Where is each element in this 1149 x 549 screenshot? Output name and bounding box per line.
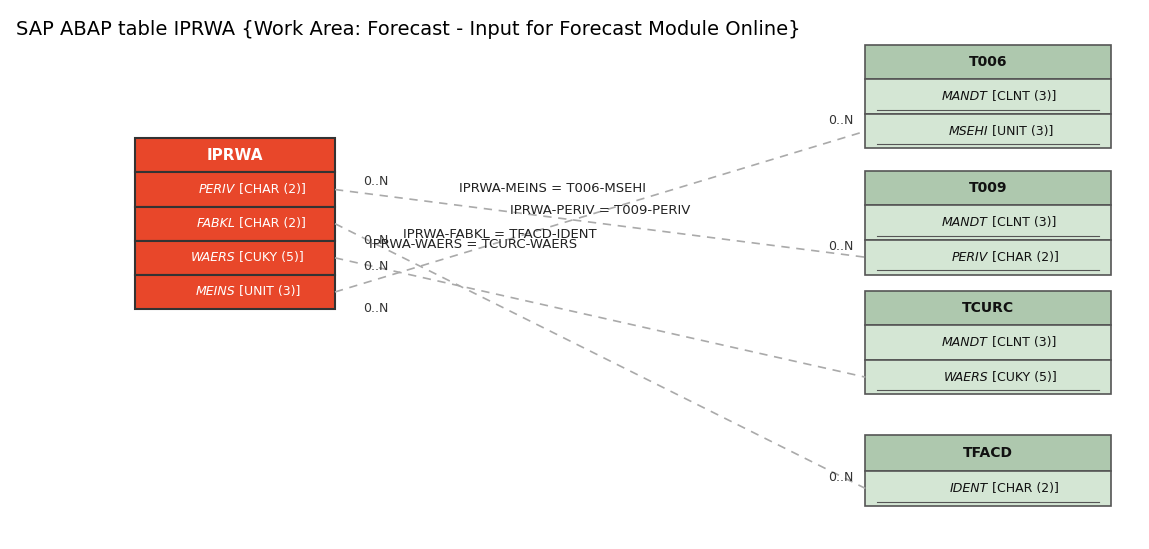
FancyBboxPatch shape [865, 435, 1111, 470]
FancyBboxPatch shape [865, 240, 1111, 274]
FancyBboxPatch shape [136, 138, 336, 172]
Text: 0..N: 0..N [363, 260, 388, 273]
Text: [UNIT (3)]: [UNIT (3)] [236, 285, 301, 299]
Text: SAP ABAP table IPRWA {Work Area: Forecast - Input for Forecast Module Online}: SAP ABAP table IPRWA {Work Area: Forecas… [16, 20, 800, 40]
Text: [UNIT (3)]: [UNIT (3)] [988, 125, 1054, 138]
Text: [CUKY (5)]: [CUKY (5)] [236, 251, 303, 264]
Text: [CUKY (5)]: [CUKY (5)] [988, 371, 1057, 384]
FancyBboxPatch shape [865, 171, 1111, 205]
Text: MSEHI: MSEHI [948, 125, 988, 138]
Text: TCURC: TCURC [962, 301, 1015, 315]
Text: [CLNT (3)]: [CLNT (3)] [988, 216, 1056, 229]
FancyBboxPatch shape [136, 172, 336, 206]
Text: IDENT: IDENT [950, 482, 988, 495]
Text: [CHAR (2)]: [CHAR (2)] [236, 217, 306, 230]
Text: [CHAR (2)]: [CHAR (2)] [988, 482, 1059, 495]
FancyBboxPatch shape [136, 275, 336, 309]
Text: T009: T009 [969, 181, 1008, 195]
Text: [CLNT (3)]: [CLNT (3)] [988, 336, 1056, 349]
Text: IPRWA-MEINS = T006-MSEHI: IPRWA-MEINS = T006-MSEHI [458, 182, 646, 195]
FancyBboxPatch shape [865, 291, 1111, 326]
Text: WAERS: WAERS [943, 371, 988, 384]
Text: MANDT: MANDT [942, 336, 988, 349]
Text: MANDT: MANDT [942, 216, 988, 229]
Text: 0..N: 0..N [828, 114, 854, 127]
FancyBboxPatch shape [865, 114, 1111, 148]
Text: 0..N: 0..N [828, 472, 854, 484]
Text: PERIV: PERIV [199, 183, 236, 196]
FancyBboxPatch shape [865, 45, 1111, 80]
Text: IPRWA-WAERS = TCURC-WAERS: IPRWA-WAERS = TCURC-WAERS [369, 238, 577, 250]
Text: 0..N: 0..N [363, 175, 388, 188]
FancyBboxPatch shape [136, 241, 336, 275]
FancyBboxPatch shape [865, 205, 1111, 240]
Text: FABKL: FABKL [196, 217, 236, 230]
Text: WAERS: WAERS [191, 251, 236, 264]
Text: 0..N: 0..N [363, 234, 388, 247]
Text: [CHAR (2)]: [CHAR (2)] [236, 183, 306, 196]
FancyBboxPatch shape [865, 80, 1111, 114]
Text: [CHAR (2)]: [CHAR (2)] [988, 251, 1059, 264]
Text: T006: T006 [969, 55, 1008, 69]
FancyBboxPatch shape [865, 360, 1111, 394]
Text: [CLNT (3)]: [CLNT (3)] [988, 90, 1056, 103]
Text: 0..N: 0..N [828, 240, 854, 253]
FancyBboxPatch shape [136, 206, 336, 241]
Text: IPRWA-FABKL = TFACD-IDENT: IPRWA-FABKL = TFACD-IDENT [403, 228, 597, 241]
Text: MANDT: MANDT [942, 90, 988, 103]
FancyBboxPatch shape [865, 326, 1111, 360]
FancyBboxPatch shape [865, 470, 1111, 506]
Text: MEINS: MEINS [195, 285, 236, 299]
Text: PERIV: PERIV [951, 251, 988, 264]
Text: IPRWA-PERIV = T009-PERIV: IPRWA-PERIV = T009-PERIV [510, 204, 691, 217]
Text: TFACD: TFACD [963, 446, 1013, 460]
Text: IPRWA: IPRWA [207, 148, 263, 163]
Text: 0..N: 0..N [363, 302, 388, 315]
